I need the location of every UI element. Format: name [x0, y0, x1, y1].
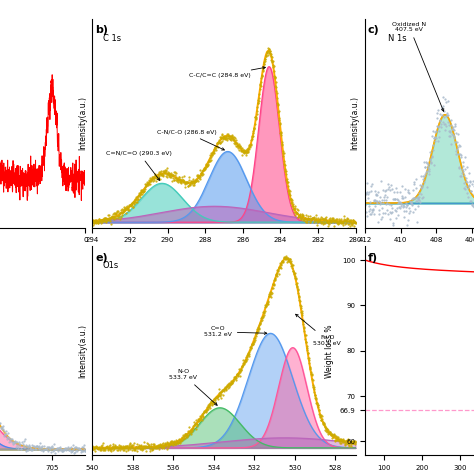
Text: N-O
533.7 eV: N-O 533.7 eV	[170, 369, 217, 405]
Text: Oxidized N
407.5 eV: Oxidized N 407.5 eV	[392, 21, 444, 111]
Text: C=N/C=O (290.3 eV): C=N/C=O (290.3 eV)	[107, 151, 173, 181]
Text: C-C/C=C (284.8 eV): C-C/C=C (284.8 eV)	[189, 66, 265, 78]
Text: b): b)	[95, 25, 108, 35]
Y-axis label: Intensity(a.u.): Intensity(a.u.)	[78, 96, 87, 150]
Text: N 1s: N 1s	[388, 34, 406, 43]
X-axis label: Binding Energy (eV): Binding Energy (eV)	[186, 249, 262, 258]
Y-axis label: Intensity(a.u.): Intensity(a.u.)	[350, 96, 359, 150]
Text: C 1s: C 1s	[103, 34, 121, 43]
Text: f): f)	[368, 253, 378, 263]
Text: e): e)	[95, 253, 108, 263]
Text: C=O
531.2 eV: C=O 531.2 eV	[204, 327, 267, 337]
Y-axis label: Intensity(a.u.): Intensity(a.u.)	[78, 324, 87, 378]
Text: C-N/C-O (286.8 eV): C-N/C-O (286.8 eV)	[156, 130, 224, 150]
Text: Fe-O
530.1 eV: Fe-O 530.1 eV	[296, 314, 341, 346]
X-axis label: Binding Energy (eV): Binding Energy (eV)	[469, 249, 474, 258]
Text: O1s: O1s	[103, 261, 119, 270]
Text: c): c)	[368, 25, 380, 35]
Y-axis label: Weight loss %: Weight loss %	[325, 324, 334, 377]
